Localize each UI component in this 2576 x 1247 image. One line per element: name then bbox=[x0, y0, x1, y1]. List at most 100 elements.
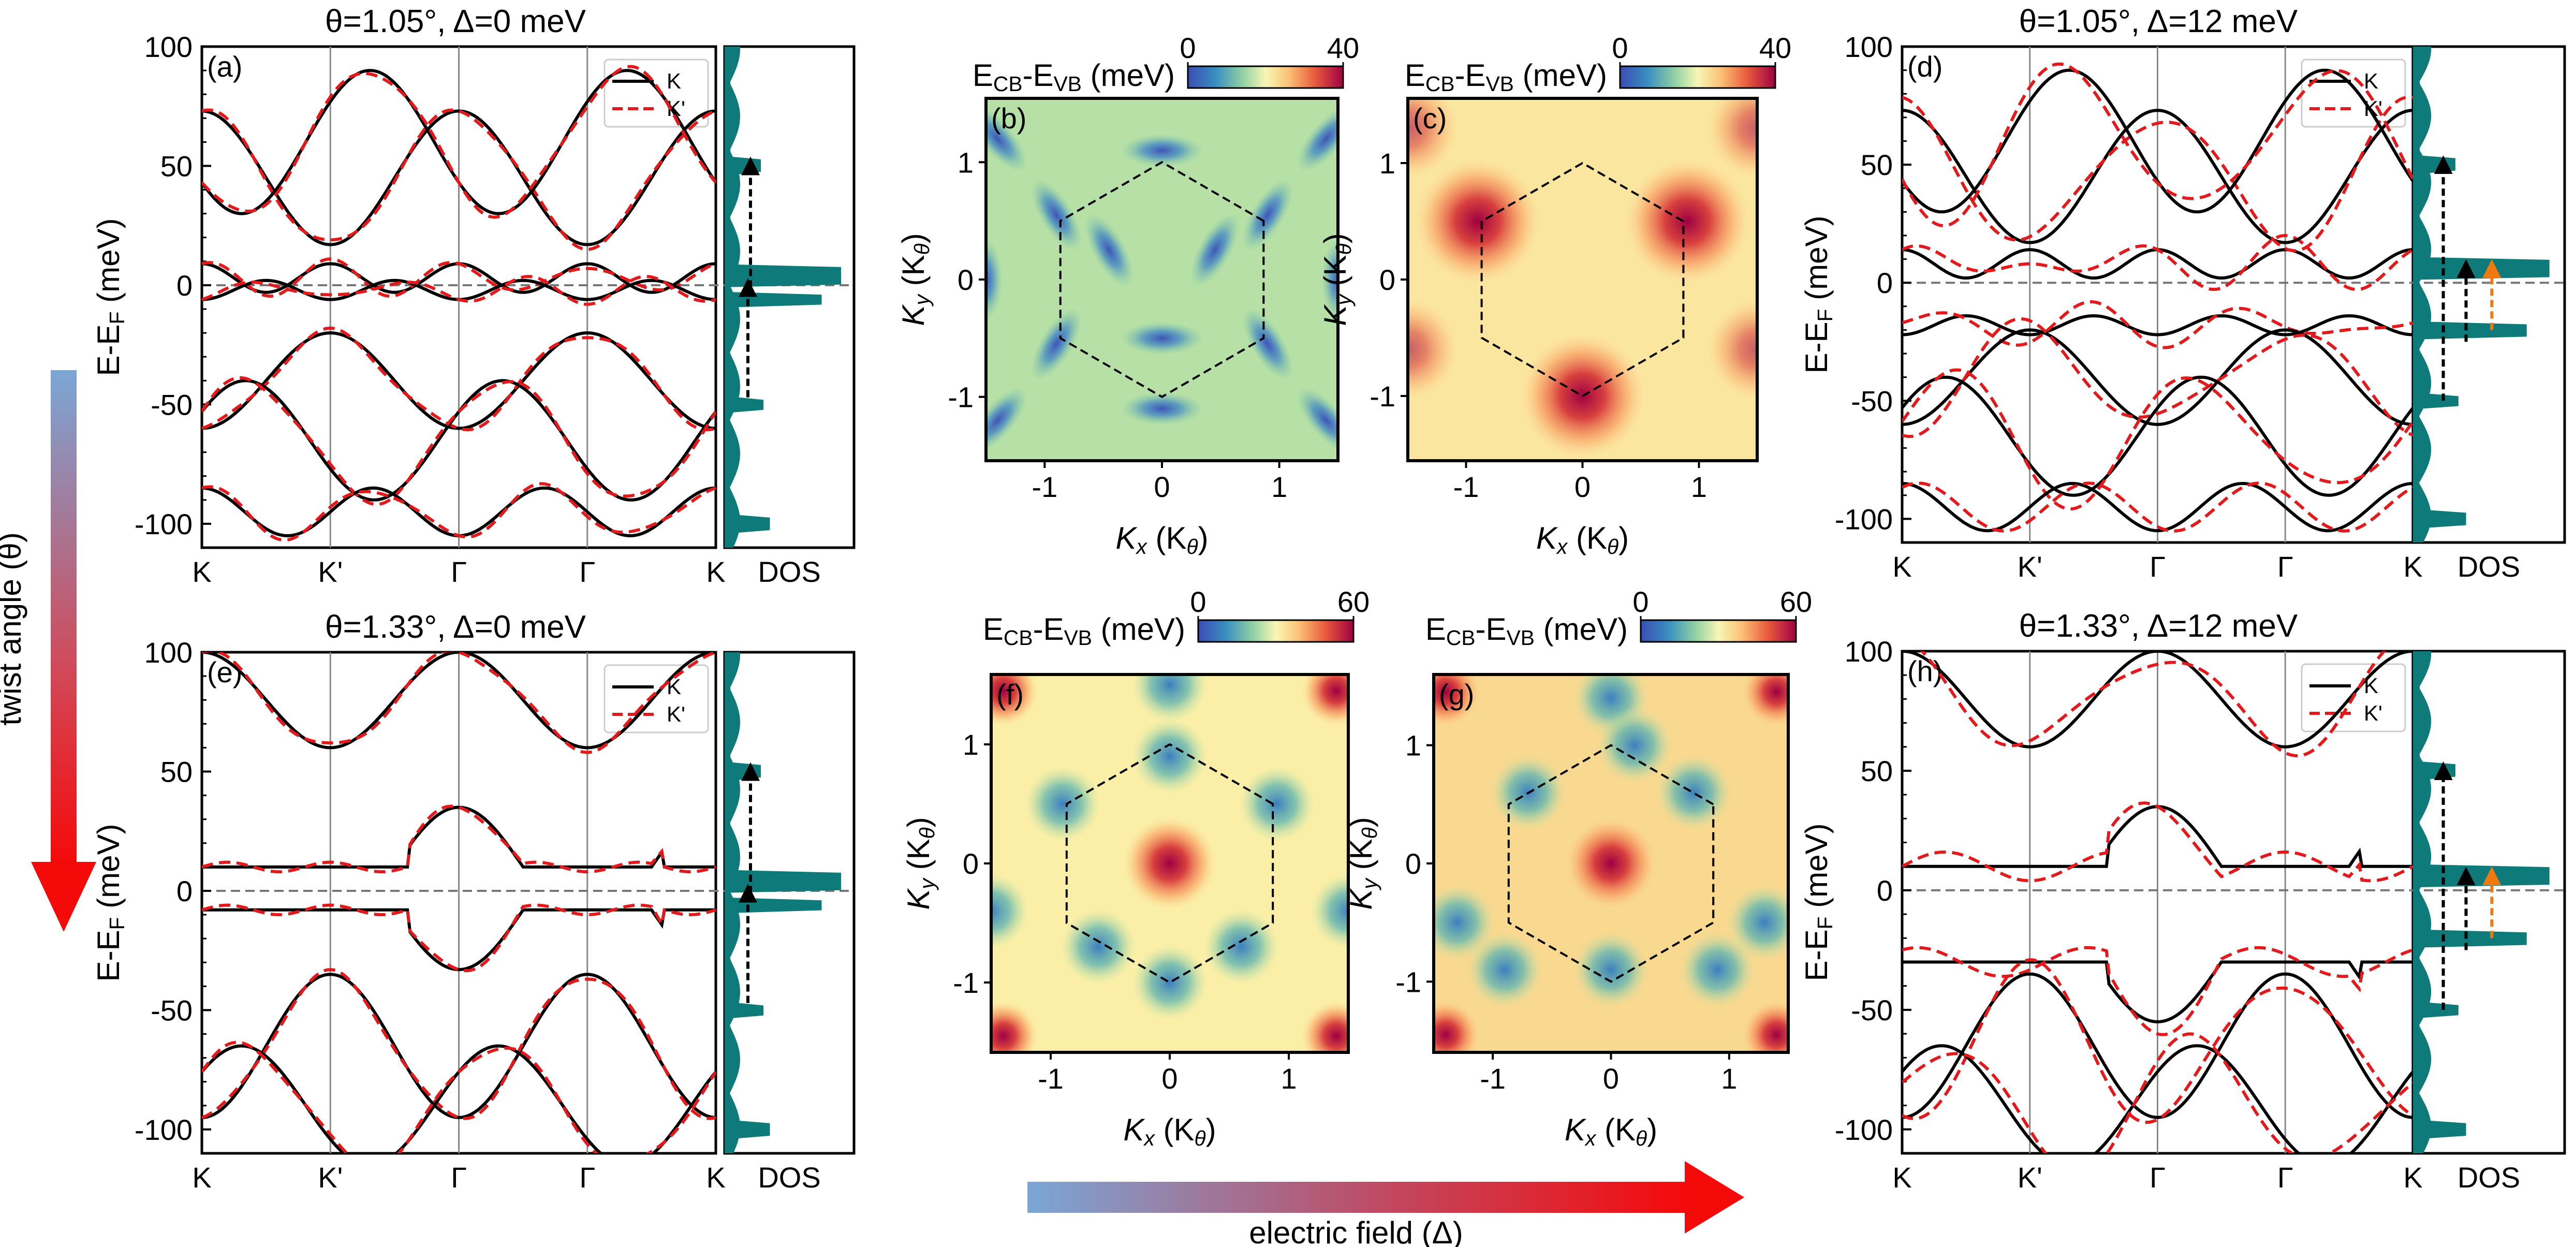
map-blob bbox=[1121, 321, 1203, 355]
x-tick-label: K bbox=[192, 1161, 211, 1194]
map-blob bbox=[1239, 766, 1315, 842]
x-tick-label: K bbox=[706, 555, 725, 588]
text-part: θ bbox=[1194, 1126, 1205, 1150]
map-blob bbox=[991, 674, 1039, 727]
x-tick-label: 1 bbox=[1280, 1062, 1297, 1095]
colorbar-label: ECB-EVB (meV) bbox=[983, 612, 1185, 650]
panel-title: θ=1.33°, Δ=0 meV bbox=[325, 609, 586, 645]
colorbar bbox=[1619, 65, 1776, 89]
band-curve-kprime bbox=[1902, 62, 2413, 228]
dos-plot-frame bbox=[2411, 650, 2566, 1155]
map-blob bbox=[986, 238, 1003, 321]
y-tick-label: 100 bbox=[144, 31, 193, 63]
map-blob bbox=[1408, 98, 1461, 181]
twist-angle-arrow-head bbox=[31, 862, 96, 932]
text-part: (meV) bbox=[91, 218, 126, 312]
x-tick-label: K' bbox=[318, 1161, 343, 1194]
band-curve-k bbox=[1902, 482, 2413, 533]
band-curve-kprime bbox=[202, 376, 716, 506]
band-curve-k bbox=[202, 908, 716, 972]
band-curve-k bbox=[1902, 1044, 2413, 1153]
text-part: ) bbox=[901, 817, 936, 827]
text-part: K bbox=[1344, 888, 1378, 910]
map-blob bbox=[1741, 674, 1788, 728]
band-curve-k bbox=[202, 109, 716, 246]
y-tick-label: -50 bbox=[1851, 994, 1893, 1026]
y-tick-label: -100 bbox=[1835, 1113, 1893, 1146]
text-part: y bbox=[915, 877, 939, 891]
x-tick-label: K bbox=[1892, 550, 1911, 583]
map-blob bbox=[986, 106, 1027, 172]
text-part: ) bbox=[1198, 521, 1209, 555]
y-tick-label: 0 bbox=[1877, 874, 1893, 907]
map-blob bbox=[1466, 932, 1543, 1008]
y-axis-label: E-EF (meV) bbox=[91, 218, 129, 376]
band-curve-kprime bbox=[1920, 651, 2387, 758]
text-part: CB bbox=[1004, 626, 1033, 650]
text-part: K bbox=[1115, 521, 1138, 555]
map-blob bbox=[1321, 238, 1338, 321]
map-blob bbox=[1573, 932, 1649, 1008]
x-tick-label: -1 bbox=[1453, 471, 1479, 503]
band-curve-kprime bbox=[202, 652, 716, 754]
text-part: (K bbox=[1318, 255, 1352, 295]
y-axis-label: E-EF (meV) bbox=[1799, 824, 1837, 981]
dos-curve bbox=[725, 652, 841, 1153]
y-tick-label: 100 bbox=[1845, 31, 1893, 63]
x-tick-label: Γ bbox=[579, 555, 595, 588]
text-part: K bbox=[901, 888, 936, 910]
band-curves bbox=[1902, 62, 2413, 533]
band-curve-kprime bbox=[1902, 958, 2413, 1124]
x-tick-label: -1 bbox=[1032, 471, 1057, 503]
legend-label-k: K bbox=[667, 69, 681, 93]
band-curve-k bbox=[1902, 109, 2413, 244]
x-tick-label: 0 bbox=[1161, 1062, 1177, 1095]
map-texture bbox=[1434, 674, 1788, 1052]
map-blob bbox=[1434, 999, 1481, 1052]
dos-label: DOS bbox=[758, 1161, 820, 1194]
text-part: x bbox=[1584, 1126, 1597, 1150]
band-curve-kprime bbox=[202, 903, 716, 973]
text-part: K bbox=[1318, 304, 1352, 326]
text-part: F bbox=[105, 917, 129, 930]
band-panel-d: θ=1.05°, Δ=12 meV (d) 100 50 0 -50 -100 K K' Γ Γ K D… bbox=[1799, 4, 2566, 583]
text-part: y bbox=[1358, 877, 1381, 891]
y-tick-label: 0 bbox=[1405, 847, 1421, 880]
text-part: ) bbox=[1618, 521, 1629, 555]
y-tick-label: 0 bbox=[176, 269, 193, 302]
map-texture bbox=[991, 674, 1348, 1052]
map-blob bbox=[1031, 307, 1082, 380]
colorbar-label: ECB-EVB (meV) bbox=[1425, 612, 1628, 650]
text-part: x bbox=[1556, 535, 1568, 559]
text-part: (K bbox=[896, 255, 931, 295]
text-part: VB bbox=[1486, 72, 1514, 96]
text-part: y bbox=[1332, 294, 1356, 307]
y-tick-label: 50 bbox=[1861, 755, 1893, 787]
map-blob bbox=[1408, 297, 1461, 402]
y-axis-label: E-EF (meV) bbox=[91, 824, 129, 982]
y-tick-label: 1 bbox=[1379, 147, 1395, 180]
text-part: θ bbox=[915, 827, 939, 839]
map-blob bbox=[1060, 908, 1137, 985]
text-part: θ bbox=[1607, 535, 1618, 559]
band-curve-kprime bbox=[202, 804, 716, 874]
map-blob bbox=[1121, 134, 1203, 167]
band-curve-kprime bbox=[202, 65, 716, 219]
x-tick-label: Γ bbox=[451, 1161, 467, 1194]
map-blob-center bbox=[1564, 816, 1658, 911]
brillouin-zone-hexagon bbox=[1065, 743, 1274, 984]
y-tick-label: 1 bbox=[958, 146, 974, 179]
text-part: E-E bbox=[1799, 929, 1834, 981]
brillouin-zone-hexagon bbox=[1059, 160, 1265, 399]
band-curves bbox=[1902, 651, 2413, 1153]
map-blob bbox=[1242, 179, 1293, 252]
band-curve-kprime bbox=[1902, 1032, 2413, 1153]
map-blob-center bbox=[1122, 816, 1217, 911]
y-tick-label: -50 bbox=[1851, 385, 1893, 417]
y-tick-label: -1 bbox=[953, 966, 979, 999]
x-tick-label: K bbox=[1892, 1161, 1911, 1194]
x-tick-label: Γ bbox=[2277, 550, 2293, 583]
x-tick-label: Γ bbox=[579, 1161, 595, 1194]
